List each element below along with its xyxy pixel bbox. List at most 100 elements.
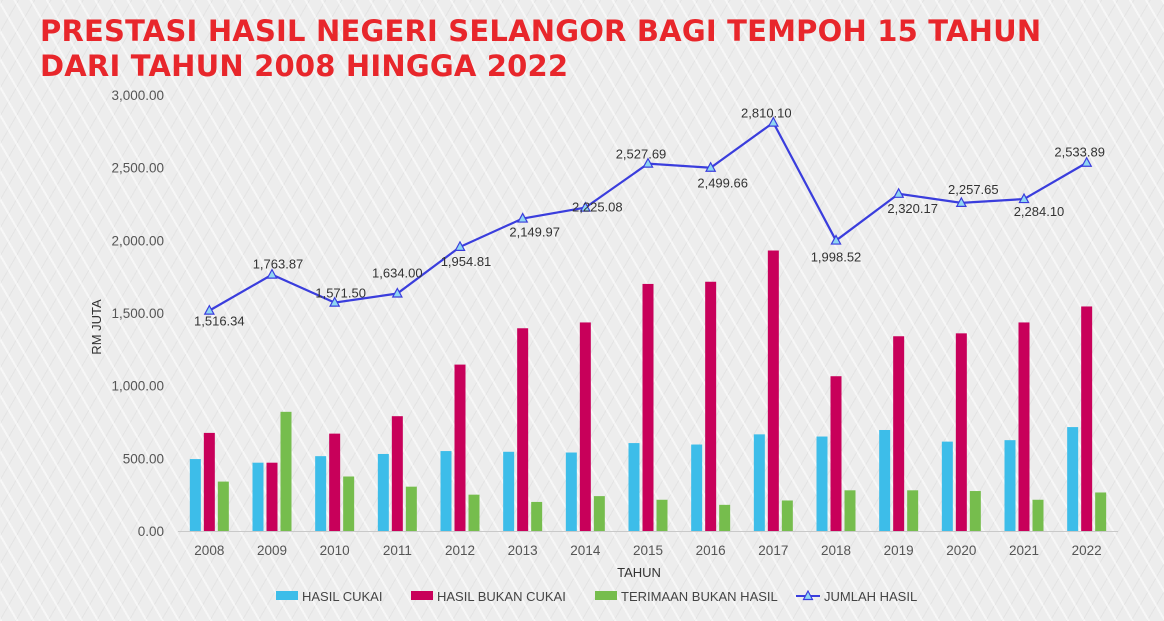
bar xyxy=(719,504,731,531)
bar xyxy=(893,336,905,531)
bar xyxy=(955,333,967,531)
bar xyxy=(781,500,793,531)
chart-title: PRESTASI HASIL NEGERI SELANGOR BAGI TEMP… xyxy=(40,14,1041,84)
legend-swatch xyxy=(595,591,617,600)
y-tick-label: 2,000.00 xyxy=(111,233,164,248)
bar xyxy=(329,433,341,531)
bar xyxy=(517,328,529,531)
bar xyxy=(844,490,856,531)
line-data-label: 2,257.65 xyxy=(948,182,999,197)
bar xyxy=(189,459,201,531)
line-marker xyxy=(391,287,403,298)
x-tick-label: 2008 xyxy=(194,543,224,558)
line-marker xyxy=(454,240,466,252)
y-tick-label: 1,500.00 xyxy=(111,306,164,321)
line-marker xyxy=(579,201,591,212)
line-marker xyxy=(705,161,717,172)
bar xyxy=(830,376,842,531)
bar xyxy=(377,453,389,531)
bar xyxy=(531,501,543,531)
line-marker xyxy=(329,296,341,307)
bar xyxy=(454,364,466,531)
bar xyxy=(315,456,327,531)
legend-label: HASIL CUKAI xyxy=(302,589,382,604)
line-marker xyxy=(1081,156,1093,167)
x-tick-label: 2020 xyxy=(946,543,976,558)
line-data-label: 1,763.87 xyxy=(253,257,304,272)
x-axis-title: TAHUN xyxy=(617,565,661,580)
line-data-label: 1,954.81 xyxy=(441,254,492,269)
bar xyxy=(440,451,452,531)
x-tick-label: 2022 xyxy=(1072,543,1102,558)
x-tick-label: 2015 xyxy=(633,543,663,558)
line-marker xyxy=(955,196,967,207)
line-data-label: 1,634.00 xyxy=(372,266,423,281)
line-data-label: 2,225.08 xyxy=(572,200,623,215)
bar xyxy=(579,322,591,531)
line-data-label: 2,527.69 xyxy=(616,147,667,162)
x-tick-label: 2016 xyxy=(696,543,726,558)
line-marker xyxy=(1018,192,1030,204)
x-tick-label: 2012 xyxy=(445,543,475,558)
line-data-label: 2,320.17 xyxy=(887,201,938,216)
y-tick-label: 2,500.00 xyxy=(111,161,164,176)
bar xyxy=(642,283,654,531)
legend-swatch xyxy=(276,591,298,600)
y-axis-title: RM JUTA xyxy=(89,299,104,355)
line-data-label: 2,149.97 xyxy=(509,225,560,240)
y-tick-label: 3,000.00 xyxy=(111,88,164,103)
line-marker xyxy=(830,234,842,245)
line-marker xyxy=(203,304,215,315)
bar xyxy=(503,451,515,531)
x-tick-label: 2018 xyxy=(821,543,851,558)
bar xyxy=(1095,492,1107,531)
line-data-label: 2,533.89 xyxy=(1054,145,1105,160)
bar xyxy=(1081,306,1093,531)
line-marker xyxy=(893,187,905,198)
bar xyxy=(1032,499,1044,531)
bar xyxy=(879,429,891,531)
y-tick-label: 0.00 xyxy=(138,524,164,539)
bar xyxy=(343,476,355,531)
x-tick-label: 2021 xyxy=(1009,543,1039,558)
bar xyxy=(816,436,828,531)
bar xyxy=(941,441,953,531)
bar xyxy=(252,462,264,531)
x-tick-label: 2019 xyxy=(884,543,914,558)
bar xyxy=(907,490,919,531)
x-tick-label: 2017 xyxy=(758,543,788,558)
y-tick-label: 1,000.00 xyxy=(111,379,164,394)
line-marker xyxy=(517,212,529,223)
bar xyxy=(767,250,779,532)
x-tick-label: 2011 xyxy=(383,543,412,558)
legend-marker xyxy=(802,589,814,601)
bar xyxy=(391,416,403,531)
bar xyxy=(565,452,577,531)
chart-title-line-1: PRESTASI HASIL NEGERI SELANGOR BAGI TEMP… xyxy=(40,14,1042,48)
bar xyxy=(405,486,417,531)
bar xyxy=(266,462,278,531)
bar xyxy=(691,444,703,531)
bar xyxy=(1004,440,1016,531)
line-data-label: 2,284.10 xyxy=(1014,204,1065,219)
bar xyxy=(280,411,292,531)
x-tick-label: 2013 xyxy=(508,543,538,558)
line-marker xyxy=(642,157,654,168)
bar xyxy=(468,494,480,531)
x-tick-label: 2010 xyxy=(320,543,350,558)
bar xyxy=(1067,427,1079,531)
line-data-label: 1,998.52 xyxy=(811,250,862,265)
legend-label: TERIMAAN BUKAN HASIL xyxy=(621,589,778,604)
bar xyxy=(593,496,605,531)
bar xyxy=(217,481,229,531)
x-tick-label: 2014 xyxy=(570,543,601,558)
line-marker xyxy=(767,116,779,127)
bar xyxy=(656,499,668,531)
bar xyxy=(753,434,765,531)
chart-title-line-2: DARI TAHUN 2008 HINGGA 2022 xyxy=(40,49,569,83)
bar xyxy=(969,491,981,531)
legend-label: JUMLAH HASIL xyxy=(824,589,917,604)
legend-label: HASIL BUKAN CUKAI xyxy=(437,589,566,604)
bar xyxy=(628,443,640,531)
